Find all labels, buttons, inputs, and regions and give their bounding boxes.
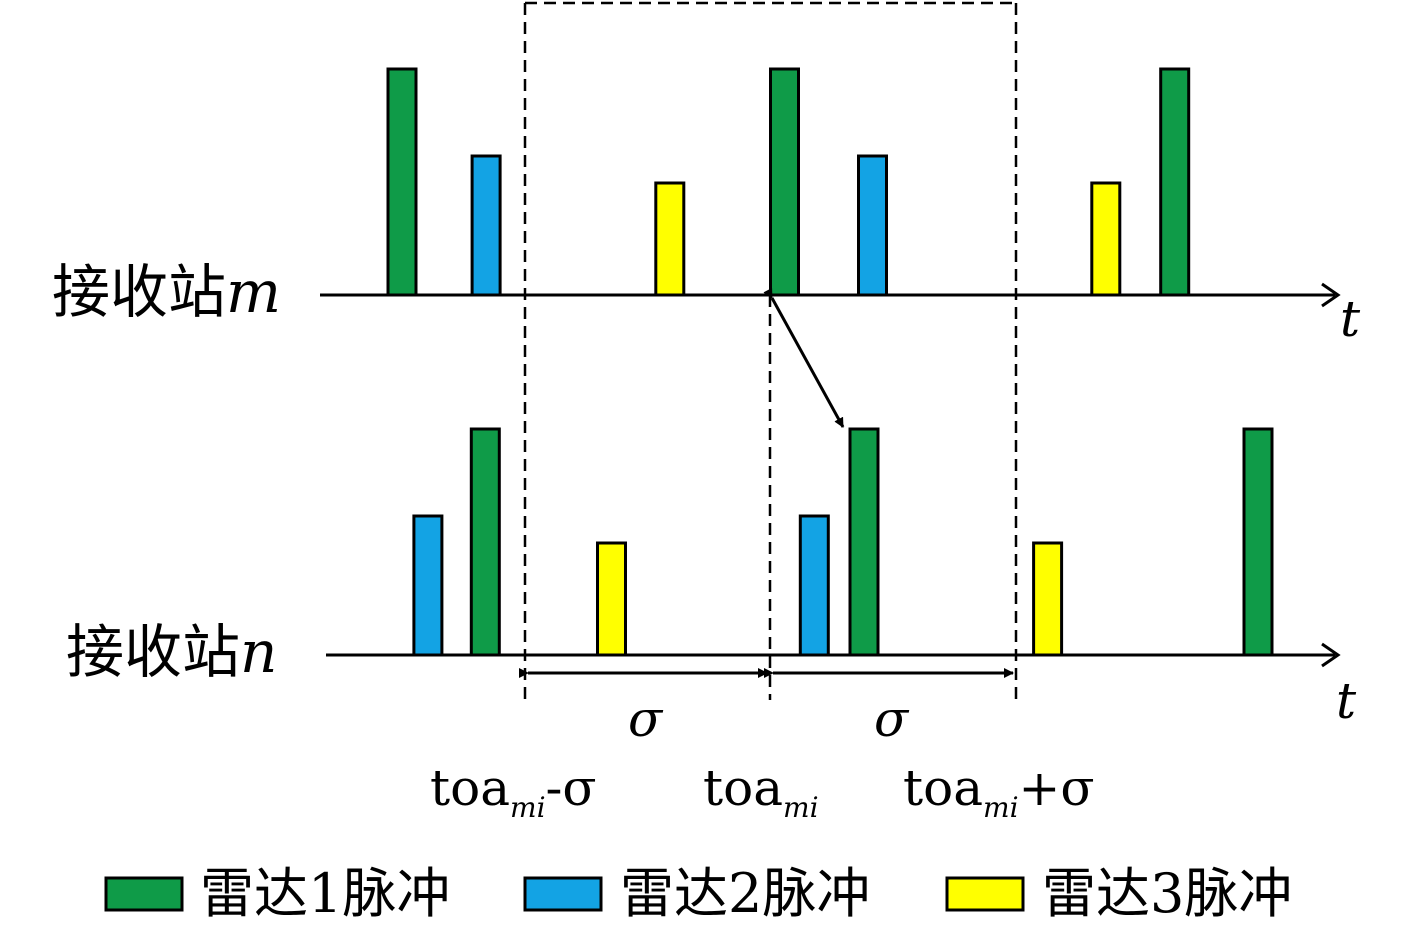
pulse-m-radar3-2 [654, 181, 686, 297]
pulse-n-radar1-6 [1242, 427, 1274, 657]
legend: 雷达1脉冲 雷达2脉冲 雷达3脉冲 [104, 862, 1292, 925]
pulse-n-radar1-4 [848, 427, 880, 657]
pulse-n-radar3-2 [596, 541, 627, 657]
pulse-n-radar2-0 [412, 514, 444, 657]
axis-m-t-label: t [1340, 290, 1361, 348]
sigma-left-label: σ [628, 690, 664, 748]
pulse-m-radar2-1 [470, 154, 502, 297]
toa-upper-label: toami+σ [903, 759, 1095, 824]
legend-label-radar2: 雷达2脉冲 [620, 862, 870, 925]
pulse-n-radar3-5 [1032, 541, 1064, 657]
axis-n-t-label: t [1336, 672, 1357, 730]
pulse-m-radar1-0 [386, 67, 418, 297]
pulse-n-radar2-3 [798, 514, 830, 657]
pulse-n-radar1-1 [469, 427, 501, 657]
correspondence-arrow [763, 287, 845, 428]
toa-mid-label: toami [703, 759, 819, 824]
legend-label-radar3: 雷达3脉冲 [1042, 862, 1292, 925]
legend-label-radar1: 雷达1脉冲 [200, 862, 450, 925]
pulse-m-radar1-3 [769, 67, 800, 297]
legend-swatch-radar3 [945, 876, 1025, 912]
sigma-right-label: σ [874, 690, 910, 748]
axis-n-arrow [1321, 642, 1341, 668]
axis-m-arrow [1321, 282, 1341, 308]
pulses-station-n [412, 427, 1274, 657]
pulse-m-radar2-4 [857, 154, 888, 297]
pulse-m-radar3-5 [1090, 181, 1122, 297]
station-n-label: 接收站n [66, 618, 277, 686]
station-m-label: 接收站m [52, 258, 281, 326]
toa-lower-label: toami-σ [430, 759, 597, 824]
legend-swatch-radar1 [104, 876, 184, 912]
pulse-m-radar1-6 [1159, 67, 1191, 297]
legend-swatch-radar2 [523, 876, 603, 912]
pulses-station-m [386, 67, 1191, 297]
